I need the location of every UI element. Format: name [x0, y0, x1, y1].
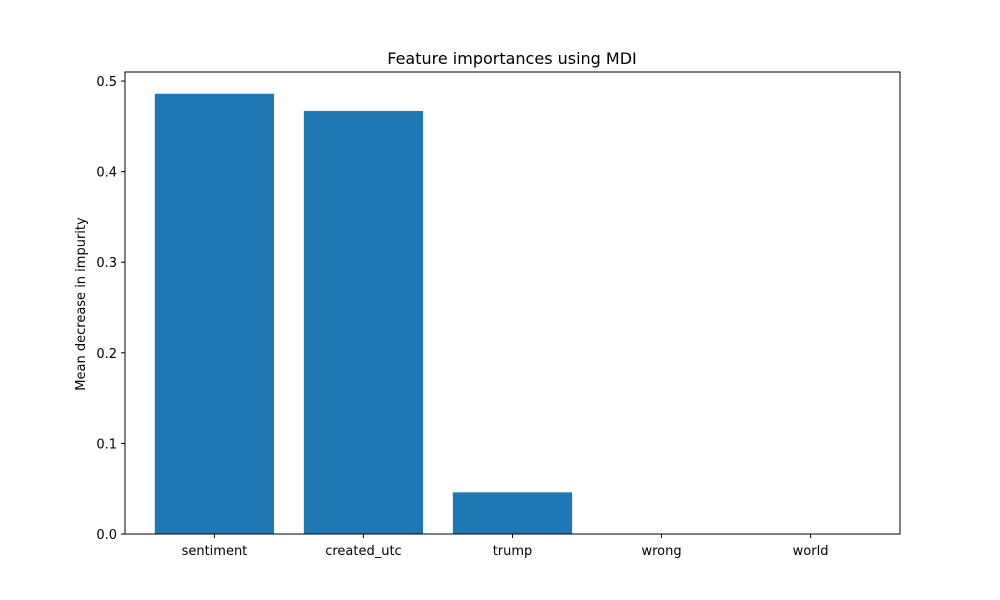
- x-tick-label: sentiment: [182, 544, 248, 559]
- x-ticks-group: sentiment created_utc trump wrong world: [182, 534, 829, 559]
- y-tick-label: 0.1: [96, 437, 117, 452]
- y-tick-label: 0.4: [96, 166, 117, 181]
- bars-group: [154, 93, 573, 534]
- y-tick-label: 0.3: [96, 256, 117, 271]
- chart-title: Feature importances using MDI: [387, 49, 637, 68]
- y-tick-label: 0.5: [96, 75, 117, 90]
- bar-sentiment: [154, 93, 275, 534]
- y-ticks-group: 0.0 0.1 0.2 0.3 0.4 0.5: [96, 75, 125, 543]
- y-axis-label: Mean decrease in impurity: [74, 217, 89, 391]
- x-tick-label: world: [793, 544, 829, 559]
- y-tick-label: 0.0: [96, 528, 117, 543]
- x-tick-label: created_utc: [325, 544, 402, 559]
- plot-frame: [124, 71, 901, 535]
- bar-trump: [452, 492, 573, 534]
- y-tick-label: 0.2: [96, 347, 117, 362]
- bar-created-utc: [303, 110, 424, 534]
- x-tick-label: wrong: [641, 544, 681, 559]
- x-tick-label: trump: [493, 544, 533, 559]
